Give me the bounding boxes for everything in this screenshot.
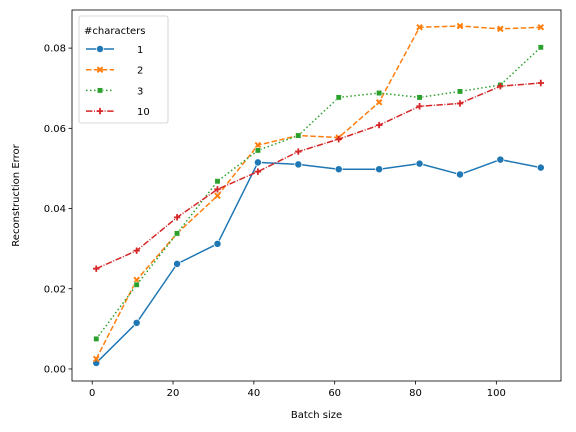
y-tick-label: 0.04 (44, 204, 66, 215)
data-point (376, 90, 383, 96)
data-point (536, 163, 545, 172)
x-tick-label: 40 (247, 388, 260, 399)
x-tick-label: 0 (89, 388, 95, 399)
legend-marker (97, 87, 103, 94)
legend-entries: 1 2 3 10 (86, 45, 150, 118)
data-point (375, 121, 383, 129)
y-axis: 0.00 0.02 0.04 0.06 0.08 (44, 44, 72, 375)
data-point (132, 318, 141, 327)
data-point (456, 22, 464, 30)
legend-label: 3 (137, 86, 143, 97)
data-point (92, 355, 100, 363)
data-point (295, 148, 302, 155)
data-point (416, 103, 423, 110)
legend-marker (96, 107, 104, 115)
data-point (537, 44, 544, 51)
data-point (334, 165, 343, 174)
legend-entry: 2 (86, 66, 143, 77)
y-tick-label: 0.06 (44, 124, 66, 135)
series-1 (92, 155, 545, 367)
data-point (254, 141, 262, 149)
y-axis-label: Reconstruction Error (11, 143, 22, 246)
legend-marker (96, 66, 104, 74)
data-point (375, 165, 384, 174)
data-point (214, 192, 221, 200)
x-axis-label: Batch size (291, 410, 342, 421)
data-point (375, 98, 383, 106)
series-line (95, 158, 541, 364)
data-point (496, 155, 505, 164)
legend-label: 1 (137, 45, 143, 56)
data-point (253, 158, 262, 167)
legend-label: 2 (137, 66, 143, 77)
series-layer (92, 22, 545, 367)
data-point (93, 265, 100, 272)
data-point (456, 170, 464, 179)
legend-entry: 3 (86, 86, 143, 97)
data-point (416, 23, 423, 31)
legend-entry: 10 (86, 107, 150, 118)
data-point (457, 88, 463, 95)
y-tick-label: 0.00 (44, 364, 66, 375)
series-line (95, 46, 542, 340)
legend-entry: 1 (86, 45, 143, 56)
data-point (213, 239, 222, 248)
data-point (173, 259, 182, 268)
data-point (456, 100, 464, 107)
data-point (335, 94, 342, 101)
data-point (537, 23, 545, 31)
data-point (254, 168, 262, 175)
data-point (214, 186, 221, 193)
data-point (133, 276, 140, 284)
data-point (254, 147, 261, 154)
x-axis: 0 20 40 60 80 100 (89, 381, 506, 399)
plot-frame (71, 9, 562, 382)
data-point (497, 25, 504, 33)
data-point (173, 214, 181, 221)
series-line (95, 25, 541, 360)
legend: #characters 1 2 3 10 (78, 15, 169, 124)
data-point (415, 159, 424, 168)
data-point (497, 83, 504, 90)
data-point (537, 79, 544, 87)
y-tick-label: 0.02 (44, 284, 66, 295)
legend-label: 10 (137, 107, 150, 118)
x-tick-label: 20 (167, 388, 180, 399)
legend-marker (96, 45, 104, 53)
legend-title: #characters (84, 26, 145, 37)
data-point (93, 335, 100, 342)
data-point (214, 178, 221, 185)
series-10 (93, 79, 544, 272)
data-point (295, 132, 302, 139)
data-point (133, 281, 140, 288)
series-line (95, 82, 541, 270)
data-point (174, 230, 181, 237)
data-point (416, 94, 423, 101)
x-tick-label: 100 (487, 388, 506, 399)
legend-box (78, 15, 169, 124)
x-tick-label: 80 (409, 388, 422, 399)
x-tick-label: 60 (328, 388, 341, 399)
data-point (335, 135, 342, 143)
data-point (133, 247, 140, 254)
y-tick-label: 0.08 (44, 44, 66, 55)
data-point (294, 160, 303, 169)
